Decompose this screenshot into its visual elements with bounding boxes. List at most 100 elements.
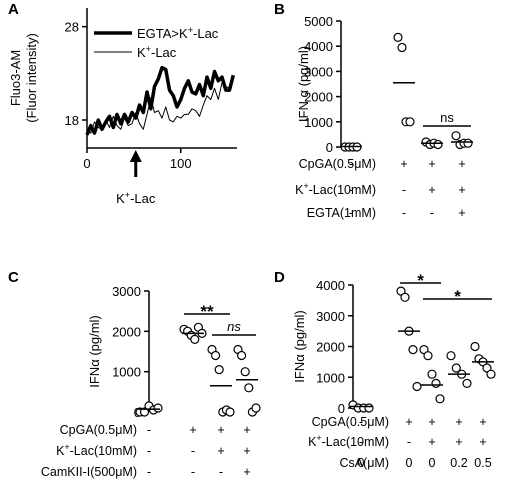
condition-mark: + bbox=[458, 206, 465, 220]
condition-mark: + bbox=[428, 157, 435, 171]
y-tick-label: 4000 bbox=[304, 39, 333, 54]
data-point bbox=[463, 138, 473, 148]
data-point bbox=[462, 378, 472, 388]
y-tick-label: 3000 bbox=[112, 284, 141, 299]
data-point bbox=[225, 407, 235, 417]
y-axis-label-line: (Fluor intensity) bbox=[24, 33, 39, 123]
condition-mark: - bbox=[402, 183, 406, 197]
x-tick-label: 100 bbox=[170, 156, 192, 171]
condition-mark: - bbox=[219, 465, 223, 479]
data-point bbox=[393, 32, 403, 43]
y-tick-label: 1000 bbox=[316, 370, 345, 385]
condition-label: CpGA(0.5μM) bbox=[60, 423, 137, 437]
condition-label: CamKII-I(500μM) bbox=[41, 465, 137, 479]
data-point bbox=[397, 42, 407, 53]
panel-label-a: A bbox=[8, 1, 19, 18]
panel-label-b: B bbox=[274, 1, 285, 18]
data-point bbox=[412, 381, 422, 392]
data-point bbox=[405, 117, 415, 127]
condition-mark: + bbox=[479, 415, 486, 429]
data-point bbox=[251, 403, 261, 413]
condition-mark: 0.2 bbox=[450, 456, 467, 470]
legend-label: EGTA>K+-Lac bbox=[137, 25, 219, 41]
data-point bbox=[364, 403, 374, 413]
y-tick-label: 4000 bbox=[316, 278, 345, 293]
condition-mark: + bbox=[428, 183, 435, 197]
condition-mark: 0 bbox=[429, 456, 436, 470]
condition-mark: + bbox=[458, 157, 465, 171]
x-tick-label: 0 bbox=[83, 156, 90, 171]
series-line-1 bbox=[85, 65, 235, 136]
condition-mark: + bbox=[428, 435, 435, 449]
data-point bbox=[214, 365, 224, 375]
condition-label: CsA(μM) bbox=[339, 456, 389, 470]
data-point bbox=[211, 350, 221, 361]
panel-b: 0 1000 2000 3000 4000 5000 IFN α (pg/ml) ns CpGA… bbox=[295, 14, 473, 220]
panel-d: 0 1000 2000 3000 4000 IFNα (pg/ml) * * CpGA(0.5μ… bbox=[292, 271, 496, 470]
condition-mark: - bbox=[430, 206, 434, 220]
condition-mark: - bbox=[359, 415, 363, 429]
panel-c: 0100020003000IFNα (pg/ml)**nsCpGA(0.5μM)… bbox=[41, 284, 261, 479]
y-axis-label: IFNα (pg/ml) bbox=[87, 315, 102, 388]
significance-label: * bbox=[454, 287, 461, 306]
y-tick-label: 0 bbox=[338, 401, 345, 416]
data-point bbox=[423, 351, 433, 361]
significance-label: ns bbox=[227, 319, 241, 334]
y-tick-label: 3000 bbox=[316, 309, 345, 324]
y-tick-label: 28 bbox=[65, 20, 79, 35]
condition-mark: + bbox=[400, 157, 407, 171]
condition-mark: 0 bbox=[358, 456, 365, 470]
data-point bbox=[153, 403, 163, 413]
data-point bbox=[237, 350, 247, 361]
data-point bbox=[190, 334, 200, 344]
condition-mark: - bbox=[407, 435, 411, 449]
data-point bbox=[435, 394, 445, 404]
y-axis-label-line: Fluo3-AM bbox=[8, 50, 23, 106]
condition-mark: - bbox=[402, 206, 406, 220]
data-point bbox=[431, 378, 441, 388]
condition-mark: - bbox=[359, 435, 363, 449]
data-point bbox=[451, 131, 461, 141]
panel-a: 18 28 0 100 Fluo3-AM(Fluor intensity) EGTA>K+… bbox=[8, 8, 237, 206]
legend-label: K+-Lac bbox=[137, 44, 177, 60]
condition-mark: - bbox=[349, 206, 353, 220]
condition-mark: - bbox=[147, 444, 151, 458]
y-tick-label: 18 bbox=[65, 113, 79, 128]
data-point bbox=[244, 383, 254, 393]
panel-label-d: D bbox=[274, 269, 285, 286]
y-tick-label: 1000 bbox=[112, 365, 141, 380]
condition-mark: + bbox=[243, 423, 250, 437]
data-point bbox=[427, 369, 437, 379]
data-point bbox=[446, 351, 456, 361]
condition-mark: + bbox=[455, 435, 462, 449]
y-axis-label: IFNα (pg/ml) bbox=[292, 310, 307, 383]
condition-mark: 0.5 bbox=[474, 456, 491, 470]
condition-label: CpGA(0.5μM) bbox=[299, 157, 376, 171]
data-point bbox=[400, 292, 410, 302]
panel-label-c: C bbox=[8, 269, 19, 286]
condition-mark: 0 bbox=[406, 456, 413, 470]
significance-label: ns bbox=[440, 110, 454, 125]
condition-mark: - bbox=[147, 465, 151, 479]
condition-mark: + bbox=[479, 435, 486, 449]
condition-mark: + bbox=[458, 183, 465, 197]
y-tick-label: 3000 bbox=[304, 64, 333, 79]
condition-mark: + bbox=[243, 465, 250, 479]
data-point bbox=[240, 367, 250, 377]
arrow-head bbox=[129, 150, 142, 162]
condition-mark: + bbox=[189, 423, 196, 437]
y-tick-label: 1000 bbox=[304, 115, 333, 130]
condition-mark: + bbox=[455, 415, 462, 429]
y-tick-label: 5000 bbox=[304, 14, 333, 29]
condition-label: EGTA(1mM) bbox=[307, 206, 376, 220]
series-line-2 bbox=[86, 76, 234, 134]
data-point bbox=[470, 341, 480, 352]
significance-label: ** bbox=[200, 302, 214, 321]
y-axis-label: Fluo3-AM(Fluor intensity) bbox=[8, 33, 39, 123]
condition-label: CpGA(0.5μM) bbox=[312, 415, 389, 429]
data-point bbox=[139, 407, 150, 417]
y-tick-label: 2000 bbox=[112, 324, 141, 339]
condition-mark: - bbox=[349, 183, 353, 197]
y-tick-label: 2000 bbox=[316, 340, 345, 355]
